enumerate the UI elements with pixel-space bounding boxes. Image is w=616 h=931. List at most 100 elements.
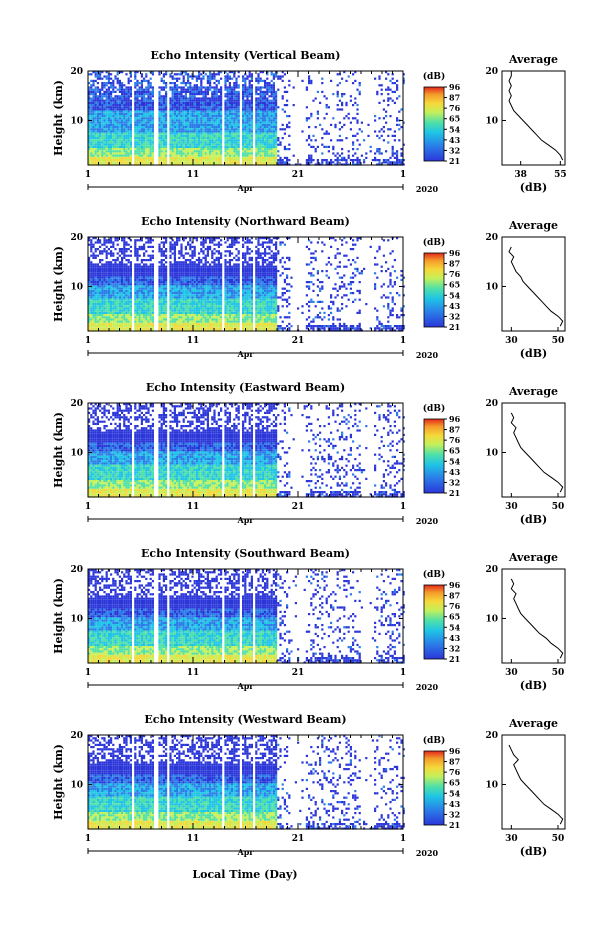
bottom-xlabel: Local Time (Day): [192, 868, 297, 881]
x-tick-label: 1: [85, 502, 91, 512]
colorbar-tick-label: 21: [449, 322, 460, 332]
colorbar-label: (dB): [423, 237, 445, 248]
y-tick-label: 20: [70, 233, 83, 243]
heatmap-cells: [88, 569, 405, 664]
colorbar-label: (dB): [423, 735, 445, 746]
x-tick-label: 1: [400, 336, 406, 346]
colorbar-tick-label: 65: [449, 280, 460, 290]
x-tick-label: 1: [85, 834, 91, 844]
colorbar-tick-label: 21: [449, 820, 460, 830]
colorbar-tick-label: 43: [449, 135, 461, 145]
colorbar: [423, 750, 445, 826]
colorbar: [423, 584, 445, 660]
average-profile-line: [510, 578, 564, 659]
colorbar-label: (dB): [423, 403, 445, 414]
avg-x-tick-label: 30: [505, 502, 518, 512]
avg-x-tick-label: 30: [505, 668, 518, 678]
colorbar-tick-label: 87: [449, 93, 460, 103]
average-profile-line: [508, 246, 564, 327]
panel-4: Echo Intensity (Southward Beam) 10 20 Heigh…: [52, 547, 566, 692]
colorbar-label: (dB): [423, 71, 445, 82]
avg-y-tick-label: 10: [485, 614, 498, 624]
avg-x-axis-label: (dB): [520, 679, 547, 692]
colorbar-tick-label: 96: [449, 580, 461, 590]
avg-x-tick-label: 55: [554, 170, 567, 180]
colorbar-tick-label: 32: [449, 809, 460, 819]
y-tick-label: 20: [70, 67, 83, 77]
average-title: Average: [508, 219, 558, 232]
colorbar-tick-label: 96: [449, 414, 461, 424]
panel-1: Echo Intensity (Vertical Beam) 10 20 Height…: [52, 49, 567, 194]
colorbar-tick-label: 65: [449, 778, 460, 788]
x-tick-label: 1: [400, 834, 406, 844]
colorbar: [423, 86, 445, 162]
colorbar-label: (dB): [423, 569, 445, 580]
average-frame: [501, 402, 566, 498]
month-label: Apr: [236, 515, 254, 525]
y-tick-label: 10: [70, 780, 83, 790]
heatmap-cells: [88, 735, 405, 830]
avg-x-tick-label: 50: [552, 834, 565, 844]
y-tick-label: 10: [70, 282, 83, 292]
colorbar-tick-label: 43: [449, 633, 461, 643]
y-tick-label: 20: [70, 399, 83, 409]
colorbar: [423, 252, 445, 328]
colorbar-tick-label: 76: [449, 435, 461, 445]
colorbar: [423, 418, 445, 494]
year-label: 2020: [416, 184, 439, 194]
average-title: Average: [508, 53, 558, 66]
year-label: 2020: [416, 516, 439, 526]
colorbar-tick-label: 96: [449, 746, 461, 756]
average-title: Average: [508, 551, 558, 564]
x-tick-label: 21: [292, 834, 305, 844]
average-title: Average: [508, 717, 558, 730]
month-label: Apr: [236, 349, 254, 359]
month-label: Apr: [236, 681, 254, 691]
colorbar-tick-label: 65: [449, 446, 460, 456]
avg-y-tick-label: 10: [485, 448, 498, 458]
y-tick-label: 10: [70, 448, 83, 458]
colorbar-tick-label: 32: [449, 643, 460, 653]
month-label: Apr: [236, 183, 254, 193]
avg-x-axis-label: (dB): [520, 513, 547, 526]
x-tick-label: 11: [187, 502, 200, 512]
panel-title: Echo Intensity (Northward Beam): [141, 215, 350, 228]
heatmap-cells: [88, 403, 405, 498]
panel-3: Echo Intensity (Eastward Beam) 10 20 Height…: [52, 381, 566, 526]
colorbar-tick-label: 76: [449, 103, 461, 113]
colorbar-tick-label: 65: [449, 612, 460, 622]
average-title: Average: [508, 385, 558, 398]
average-frame: [501, 568, 566, 664]
avg-x-tick-label: 50: [552, 336, 565, 346]
x-tick-label: 1: [400, 502, 406, 512]
heatmap-cells: [88, 237, 405, 332]
panel-title: Echo Intensity (Vertical Beam): [150, 49, 340, 62]
colorbar-tick-label: 54: [449, 788, 461, 798]
colorbar-tick-label: 21: [449, 654, 460, 664]
x-tick-label: 11: [187, 336, 200, 346]
avg-x-tick-label: 38: [514, 170, 527, 180]
avg-y-tick-label: 10: [485, 116, 498, 126]
x-tick-label: 21: [292, 170, 305, 180]
x-tick-label: 11: [187, 170, 200, 180]
avg-x-axis-label: (dB): [520, 181, 547, 194]
avg-y-tick-label: 20: [485, 731, 498, 741]
y-axis-label: Height (km): [52, 578, 65, 654]
colorbar-tick-label: 43: [449, 301, 461, 311]
average-profile-line: [508, 71, 564, 161]
colorbar-tick-label: 96: [449, 82, 461, 92]
average-profile-line: [510, 412, 564, 493]
colorbar-tick-label: 76: [449, 601, 461, 611]
y-tick-label: 20: [70, 565, 83, 575]
y-tick-label: 20: [70, 731, 83, 741]
colorbar-tick-label: 43: [449, 467, 461, 477]
y-axis-label: Height (km): [52, 412, 65, 488]
avg-y-tick-label: 20: [485, 67, 498, 77]
year-label: 2020: [416, 848, 439, 858]
avg-x-tick-label: 50: [552, 668, 565, 678]
panel-2: Echo Intensity (Northward Beam) 10 20 Heigh…: [52, 215, 566, 360]
colorbar-tick-label: 76: [449, 269, 461, 279]
average-profile-line: [508, 744, 564, 825]
panel-title: Echo Intensity (Westward Beam): [144, 713, 346, 726]
